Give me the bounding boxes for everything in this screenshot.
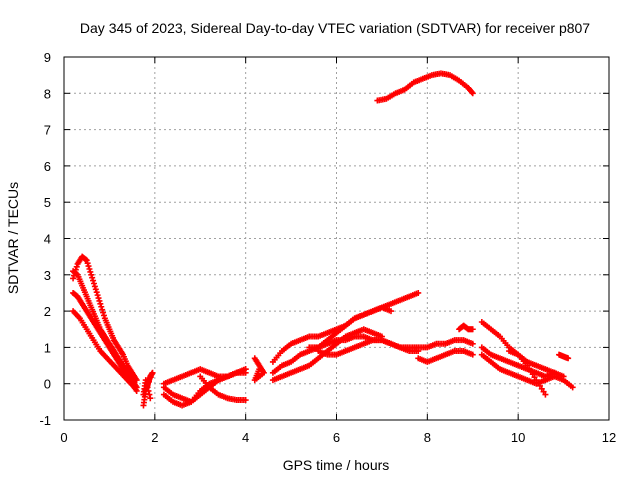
y-tick-label: 9: [44, 50, 51, 65]
data-point: [90, 280, 97, 287]
x-axis-label: GPS time / hours: [283, 457, 390, 473]
data-point: [86, 265, 93, 272]
x-tick-label: 4: [242, 430, 249, 445]
x-tick-label: 12: [602, 430, 616, 445]
data-point: [88, 271, 95, 278]
y-tick-label: 2: [44, 304, 51, 319]
data-point: [565, 355, 572, 362]
data-point: [100, 312, 107, 319]
data-point: [388, 308, 394, 315]
data-point: [133, 387, 140, 394]
data-point: [90, 277, 97, 284]
y-tick-label: 3: [44, 268, 51, 283]
data-point: [97, 300, 104, 307]
data-point: [85, 263, 92, 270]
data-point: [145, 387, 152, 394]
data-point: [242, 397, 249, 404]
x-tick-label: 2: [151, 430, 158, 445]
x-tick-label: 8: [424, 430, 431, 445]
data-point: [542, 391, 549, 398]
data-point: [415, 348, 422, 355]
data-point: [147, 374, 154, 381]
data-point: [96, 297, 103, 304]
data-point: [143, 380, 150, 387]
y-tick-label: 0: [44, 377, 51, 392]
data-point: [131, 384, 138, 391]
data-point: [256, 366, 263, 373]
data-point: [70, 275, 77, 282]
data-point: [92, 286, 99, 293]
data-point: [144, 384, 151, 391]
data-points: [70, 70, 576, 409]
data-point: [415, 289, 422, 296]
y-tick-label: 5: [44, 195, 51, 210]
data-point: [84, 260, 91, 267]
data-point: [469, 90, 476, 97]
chart-title: Day 345 of 2023, Sidereal Day-to-day VTE…: [80, 20, 590, 36]
data-point: [468, 89, 475, 96]
data-point: [469, 351, 476, 358]
x-tick-label: 10: [511, 430, 525, 445]
data-point: [146, 391, 153, 398]
data-point: [569, 384, 576, 391]
data-point: [99, 306, 106, 313]
data-point: [469, 340, 476, 347]
data-point: [242, 366, 249, 373]
x-tick-label: 0: [60, 430, 67, 445]
y-axis-label: SDTVAR / TECUs: [5, 182, 21, 294]
y-tick-label: -1: [39, 413, 51, 428]
data-point: [98, 303, 105, 310]
data-point: [93, 289, 100, 296]
data-point: [94, 292, 101, 299]
x-tick-label: 6: [333, 430, 340, 445]
data-point: [469, 326, 476, 333]
data-point: [87, 268, 94, 275]
y-tick-label: 1: [44, 340, 51, 355]
y-tick-label: 7: [44, 123, 51, 138]
data-point: [91, 283, 98, 290]
data-point: [100, 309, 107, 316]
data-point: [142, 377, 149, 384]
data-point: [560, 373, 567, 380]
data-point: [89, 274, 96, 281]
data-point: [83, 257, 90, 264]
y-tick-label: 4: [44, 232, 51, 247]
data-point: [149, 369, 156, 376]
data-point: [551, 369, 558, 376]
y-tick-label: 8: [44, 86, 51, 101]
y-tick-label: 6: [44, 159, 51, 174]
data-point: [73, 263, 80, 270]
data-point: [95, 295, 102, 302]
grid: [64, 57, 609, 420]
data-point: [147, 395, 154, 402]
